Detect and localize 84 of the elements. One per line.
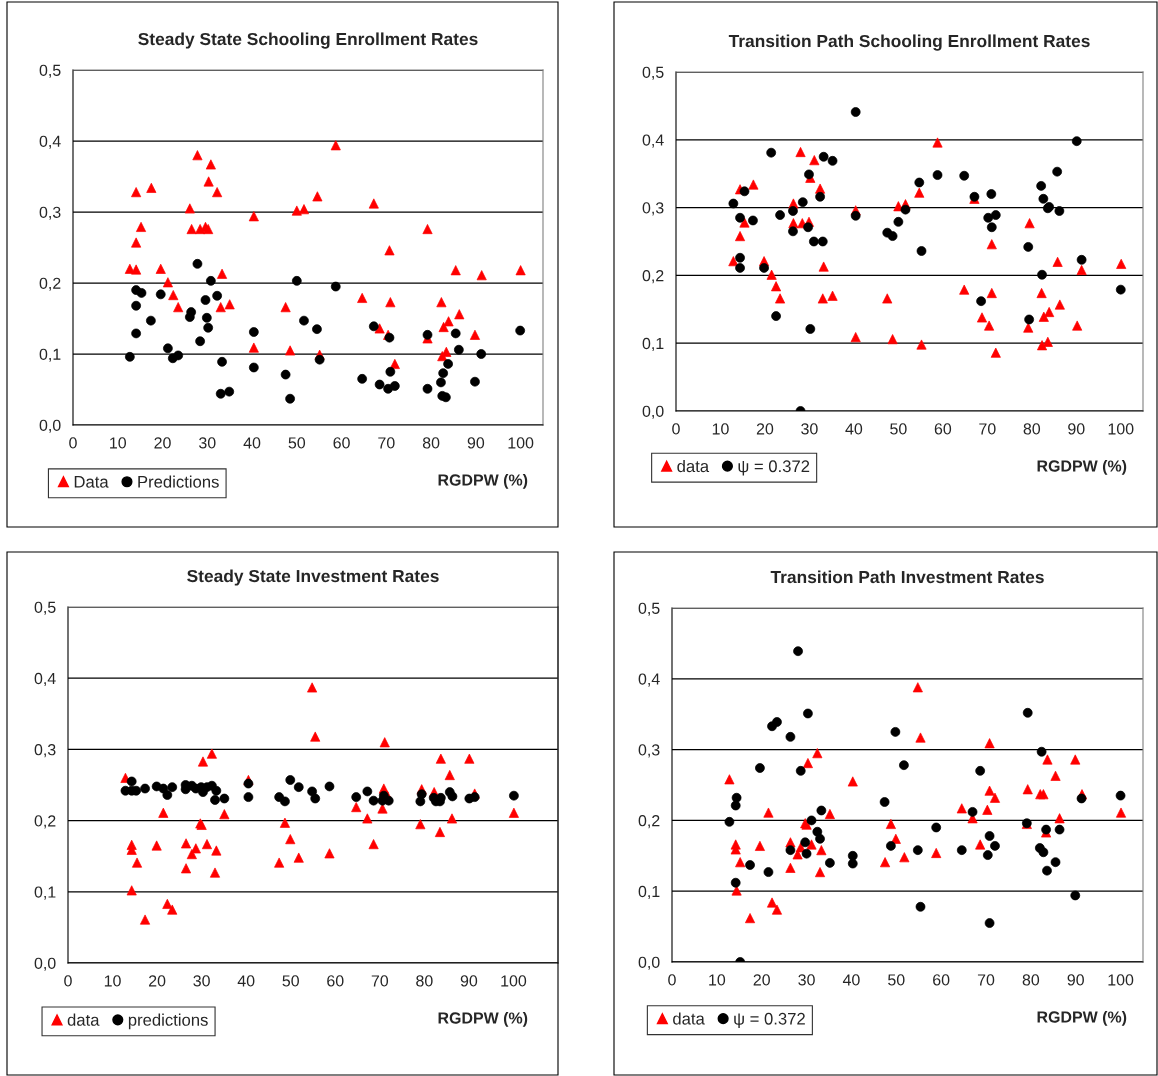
x-tick-label: 10 xyxy=(709,974,726,986)
x-tick-label: 90 xyxy=(1068,423,1085,435)
x-tick-label: 70 xyxy=(977,974,995,986)
y-tick-label: 0,0 xyxy=(34,957,56,971)
x-tick-label: 90 xyxy=(1067,974,1084,986)
y-tick-label: 0,0 xyxy=(39,419,61,433)
x-tick-label: 50 xyxy=(890,423,907,435)
x-tick-label: 80 xyxy=(422,437,440,449)
x-tick-label: 30 xyxy=(193,975,210,987)
x-tick-label: 70 xyxy=(979,423,996,435)
legend-label: data xyxy=(677,459,710,473)
x-axis-title: RGDPW (%) xyxy=(438,1011,528,1027)
y-tick-label: 0,3 xyxy=(638,744,660,758)
y-tick-label: 0,1 xyxy=(39,348,61,362)
x-tick-label: 10 xyxy=(104,975,121,987)
y-tick-label: 0,2 xyxy=(39,277,61,291)
x-tick-label: 90 xyxy=(467,437,485,449)
y-tick-label: 0,5 xyxy=(34,601,56,615)
x-tick-label: 0 xyxy=(64,975,72,987)
x-tick-label: 20 xyxy=(154,437,171,449)
x-tick-label: 100 xyxy=(1108,974,1134,986)
y-tick-label: 0,3 xyxy=(642,202,664,216)
y-tick-label: 0,5 xyxy=(39,64,61,78)
y-tick-label: 0,0 xyxy=(642,405,664,419)
x-tick-label: 100 xyxy=(508,437,534,449)
x-tick-label: 0 xyxy=(668,974,676,986)
x-tick-label: 40 xyxy=(237,975,255,987)
y-tick-label: 0,4 xyxy=(642,134,664,148)
x-tick-label: 20 xyxy=(149,975,166,987)
y-tick-label: 0,4 xyxy=(39,135,61,149)
x-tick-label: 50 xyxy=(288,437,306,449)
legend-label: ψ = 0.372 xyxy=(738,460,810,476)
chart-title: Steady State Schooling Enrollment Rates xyxy=(138,32,478,49)
y-tick-label: 0,5 xyxy=(638,602,660,616)
chart-title: Transition Path Investment Rates xyxy=(770,570,1044,584)
x-tick-label: 40 xyxy=(243,437,261,449)
x-tick-label: 70 xyxy=(371,975,389,987)
y-tick-label: 0,1 xyxy=(642,337,664,352)
x-tick-label: 70 xyxy=(378,437,395,449)
legend-label: Predictions xyxy=(138,475,219,488)
legend-label: data xyxy=(67,1013,100,1026)
x-tick-label: 20 xyxy=(753,974,770,986)
y-tick-label: 0,5 xyxy=(642,66,664,80)
x-tick-label: 20 xyxy=(756,423,774,435)
x-tick-label: 30 xyxy=(801,423,818,435)
x-tick-label: 60 xyxy=(327,975,344,987)
x-axis-title: RGDPW (%) xyxy=(1037,1010,1127,1026)
x-tick-label: 60 xyxy=(934,423,952,435)
x-tick-label: 40 xyxy=(842,974,860,986)
x-tick-label: 100 xyxy=(501,975,527,987)
chart-title: Transition Path Schooling Enrollment Rates xyxy=(728,34,1090,51)
x-tick-label: 60 xyxy=(933,974,950,986)
x-tick-label: 30 xyxy=(798,974,815,986)
y-tick-label: 0,1 xyxy=(34,886,56,900)
legend-label: Data xyxy=(74,476,109,488)
x-tick-label: 0 xyxy=(672,423,680,435)
y-tick-label: 0,2 xyxy=(642,270,664,284)
y-tick-label: 0,1 xyxy=(638,885,660,900)
x-tick-label: 50 xyxy=(888,974,905,986)
x-tick-label: 80 xyxy=(1022,974,1040,986)
x-tick-label: 100 xyxy=(1108,423,1134,435)
x-axis-title: RGDPW (%) xyxy=(1037,459,1127,475)
x-tick-label: 10 xyxy=(110,437,127,449)
x-tick-label: 60 xyxy=(333,437,350,449)
y-tick-label: 0,0 xyxy=(638,956,660,970)
x-tick-label: 30 xyxy=(199,437,216,449)
chart-title: Steady State Investment Rates xyxy=(187,569,439,586)
x-tick-label: 50 xyxy=(282,975,299,987)
x-tick-label: 80 xyxy=(416,975,433,987)
y-tick-label: 0,3 xyxy=(34,744,56,758)
legend-label: predictions xyxy=(128,1013,208,1030)
x-tick-label: 10 xyxy=(712,423,729,435)
x-tick-label: 90 xyxy=(460,975,478,987)
legend-label: ψ = 0.372 xyxy=(734,1012,805,1028)
x-tick-label: 40 xyxy=(845,423,863,435)
y-tick-label: 0,4 xyxy=(638,673,660,687)
x-axis-title: RGDPW (%) xyxy=(438,473,528,489)
y-tick-label: 0,2 xyxy=(34,815,56,829)
x-tick-label: 0 xyxy=(69,437,77,449)
y-tick-label: 0,2 xyxy=(638,815,660,829)
y-tick-label: 0,4 xyxy=(34,672,56,687)
x-tick-label: 80 xyxy=(1023,423,1041,435)
legend-label: data xyxy=(673,1012,705,1025)
y-tick-label: 0,3 xyxy=(39,206,61,220)
